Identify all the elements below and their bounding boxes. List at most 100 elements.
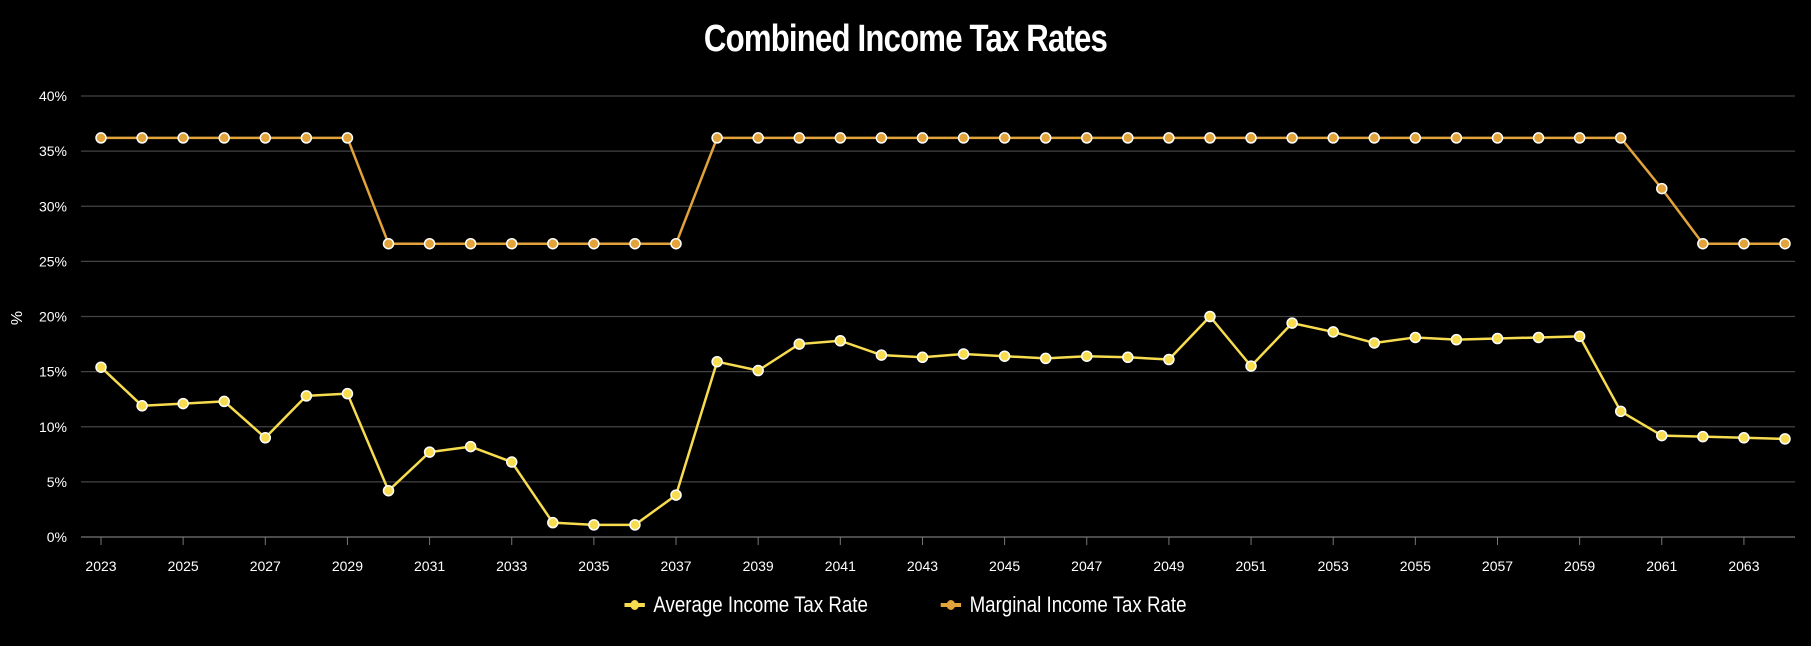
data-point[interactable] — [1491, 332, 1504, 345]
data-point[interactable] — [834, 335, 847, 347]
data-point[interactable] — [793, 132, 805, 144]
data-point[interactable] — [1532, 132, 1545, 144]
data-point[interactable] — [218, 395, 230, 408]
data-point[interactable] — [916, 351, 929, 364]
data-point[interactable] — [1532, 331, 1545, 344]
data-point[interactable] — [136, 132, 148, 144]
data-point[interactable] — [1614, 132, 1627, 144]
y-tick-label: 30% — [39, 198, 67, 214]
data-point[interactable] — [464, 440, 477, 453]
chart-title: Combined Income Tax Rates — [703, 18, 1108, 60]
data-point[interactable] — [1327, 326, 1339, 338]
data-point[interactable] — [95, 361, 107, 373]
data-point[interactable] — [957, 348, 970, 360]
data-point[interactable] — [505, 237, 518, 250]
data-point[interactable] — [875, 132, 888, 144]
data-point[interactable] — [793, 338, 805, 350]
data-point[interactable] — [875, 349, 888, 361]
data-point[interactable] — [752, 364, 764, 377]
data-point[interactable] — [670, 237, 682, 250]
data-point[interactable] — [1368, 337, 1381, 349]
data-point[interactable] — [1163, 353, 1175, 366]
data-point[interactable] — [588, 519, 600, 531]
data-point[interactable] — [1697, 430, 1709, 443]
data-point[interactable] — [300, 132, 313, 144]
data-point[interactable] — [547, 516, 559, 529]
data-point[interactable] — [1286, 317, 1298, 329]
data-point[interactable] — [218, 132, 230, 144]
data-point[interactable] — [464, 237, 477, 250]
data-point[interactable] — [588, 237, 600, 250]
data-point[interactable] — [1697, 237, 1709, 250]
data-point[interactable] — [1656, 182, 1668, 195]
data-point[interactable] — [1656, 429, 1668, 442]
data-point[interactable] — [547, 237, 559, 250]
data-point[interactable] — [423, 237, 436, 250]
legend-item-marginal[interactable]: Marginal Income Tax Rate — [940, 592, 1187, 618]
series-line-0 — [100, 315, 1786, 527]
data-point[interactable] — [300, 390, 313, 402]
data-point[interactable] — [1409, 132, 1422, 144]
data-point[interactable] — [1081, 132, 1093, 144]
data-point[interactable] — [1204, 310, 1216, 323]
data-point[interactable] — [259, 132, 272, 144]
data-point[interactable] — [1409, 331, 1422, 344]
data-point[interactable] — [259, 432, 272, 444]
data-point[interactable] — [1081, 350, 1093, 362]
data-point[interactable] — [1491, 132, 1504, 144]
data-point[interactable] — [998, 350, 1011, 362]
data-point[interactable] — [1450, 132, 1463, 144]
data-point[interactable] — [1738, 237, 1750, 250]
data-point[interactable] — [711, 355, 723, 368]
data-point[interactable] — [752, 132, 764, 144]
y-tick-label: 25% — [39, 253, 67, 269]
data-point[interactable] — [916, 132, 929, 144]
x-tick-label: 2057 — [1482, 558, 1513, 574]
data-point[interactable] — [382, 237, 395, 250]
data-point[interactable] — [998, 132, 1011, 144]
data-point[interactable] — [1286, 132, 1298, 144]
data-point[interactable] — [1122, 132, 1134, 144]
x-tick-label: 2037 — [660, 558, 691, 574]
data-point[interactable] — [1738, 432, 1750, 444]
data-point[interactable] — [834, 132, 847, 144]
x-tick-label: 2039 — [743, 558, 774, 574]
data-point[interactable] — [1122, 351, 1134, 364]
data-point[interactable] — [1245, 132, 1257, 144]
data-point[interactable] — [1779, 237, 1791, 250]
x-tick-label: 2041 — [825, 558, 856, 574]
legend-item-average[interactable]: Average Income Tax Rate — [624, 592, 868, 618]
data-point[interactable] — [957, 132, 970, 144]
x-tick-label: 2029 — [332, 558, 363, 574]
data-point[interactable] — [136, 400, 148, 412]
data-point[interactable] — [629, 519, 641, 531]
data-point[interactable] — [1573, 132, 1586, 144]
x-tick-label: 2027 — [250, 558, 281, 574]
data-point[interactable] — [1573, 330, 1586, 343]
data-point[interactable] — [1368, 132, 1381, 144]
data-point[interactable] — [1039, 132, 1052, 144]
data-point[interactable] — [1450, 333, 1463, 346]
data-point[interactable] — [341, 387, 354, 400]
data-point[interactable] — [423, 446, 436, 458]
data-point[interactable] — [629, 237, 641, 250]
x-tick-label: 2033 — [496, 558, 527, 574]
data-point[interactable] — [711, 132, 723, 144]
data-point[interactable] — [341, 132, 354, 144]
legend-swatch-marginal — [940, 600, 962, 610]
data-point[interactable] — [670, 489, 682, 501]
data-point[interactable] — [1039, 352, 1052, 365]
data-point[interactable] — [1163, 132, 1175, 144]
data-point[interactable] — [1614, 405, 1627, 418]
data-point[interactable] — [505, 456, 518, 468]
data-point[interactable] — [1779, 433, 1791, 445]
data-point[interactable] — [1204, 132, 1216, 144]
data-point[interactable] — [95, 132, 107, 144]
data-point[interactable] — [1327, 132, 1339, 144]
y-tick-label: 35% — [39, 143, 67, 159]
y-tick-label: 40% — [39, 88, 67, 104]
data-point[interactable] — [177, 132, 189, 144]
data-point[interactable] — [382, 484, 395, 497]
data-point[interactable] — [177, 397, 189, 410]
data-point[interactable] — [1245, 360, 1257, 372]
